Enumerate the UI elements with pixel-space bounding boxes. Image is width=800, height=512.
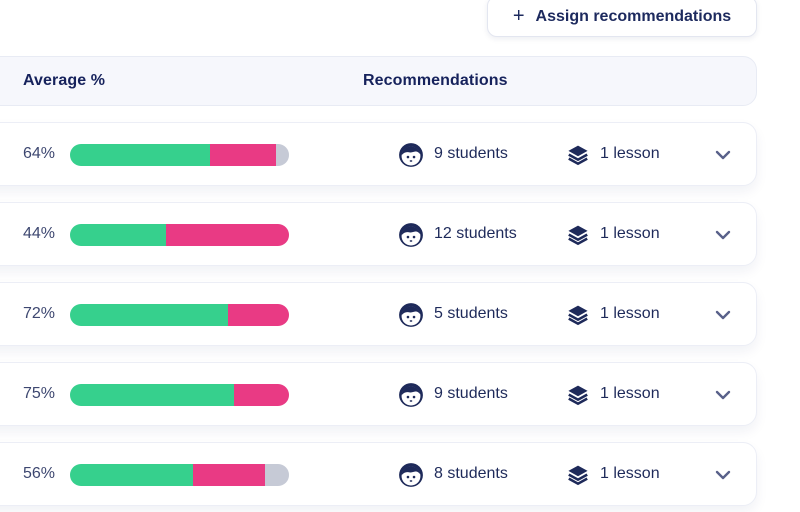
- student-face-icon: [398, 462, 424, 488]
- table-row[interactable]: 75% 9 students 1 lesson: [0, 362, 757, 426]
- correct-segment: [70, 384, 235, 406]
- chevron-down-icon[interactable]: [713, 305, 733, 325]
- table-row[interactable]: 44% 12 students 1 lesson: [0, 202, 757, 266]
- student-face-icon: [398, 382, 424, 408]
- unanswered-segment: [264, 464, 289, 486]
- lessons-count: 1 lesson: [600, 305, 660, 322]
- table-row[interactable]: 72% 5 students 1 lesson: [0, 282, 757, 346]
- lessons-count: 1 lesson: [600, 225, 660, 242]
- lessons-layers-icon: [566, 383, 590, 407]
- chevron-down-icon[interactable]: [713, 385, 733, 405]
- average-percentage: 64%: [23, 145, 56, 162]
- incorrect-segment: [192, 464, 265, 486]
- lessons-layers-icon: [566, 463, 590, 487]
- lessons-layers-icon: [566, 303, 590, 327]
- score-progress-bar: [70, 304, 289, 326]
- score-progress-bar: [70, 144, 289, 166]
- plus-icon: +: [512, 4, 525, 27]
- correct-segment: [70, 144, 211, 166]
- students-count: 8 students: [434, 465, 508, 482]
- chevron-down-icon[interactable]: [713, 225, 733, 245]
- average-percentage: 44%: [23, 225, 56, 242]
- average-percentage: 72%: [23, 305, 56, 322]
- students-count: 9 students: [434, 145, 508, 162]
- table-header: Average % Recommendations: [0, 56, 757, 106]
- students-count: 5 students: [434, 305, 508, 322]
- chevron-down-icon[interactable]: [713, 145, 733, 165]
- incorrect-segment: [210, 144, 276, 166]
- unanswered-segment: [275, 144, 289, 166]
- score-progress-bar: [70, 464, 289, 486]
- lessons-count: 1 lesson: [600, 145, 660, 162]
- lessons-layers-icon: [566, 223, 590, 247]
- student-face-icon: [398, 222, 424, 248]
- correct-segment: [70, 224, 167, 246]
- lessons-count: 1 lesson: [600, 465, 660, 482]
- student-face-icon: [398, 142, 424, 168]
- incorrect-segment: [234, 384, 289, 406]
- lessons-layers-icon: [566, 143, 590, 167]
- chevron-down-icon[interactable]: [713, 465, 733, 485]
- average-percentage: 56%: [23, 465, 56, 482]
- assign-recommendations-label: Assign recommendations: [535, 7, 732, 25]
- correct-segment: [70, 304, 228, 326]
- column-header-recommendations: Recommendations: [363, 72, 508, 89]
- score-progress-bar: [70, 384, 289, 406]
- column-header-average: Average %: [23, 72, 106, 89]
- students-count: 9 students: [434, 385, 508, 402]
- incorrect-segment: [227, 304, 289, 326]
- incorrect-segment: [166, 224, 289, 246]
- assign-recommendations-button[interactable]: + Assign recommendations: [487, 0, 757, 37]
- correct-segment: [70, 464, 193, 486]
- student-face-icon: [398, 302, 424, 328]
- table-row[interactable]: 64% 9 students 1 lesson: [0, 122, 757, 186]
- table-row[interactable]: 56% 8 students 1 lesson: [0, 442, 757, 506]
- students-count: 12 students: [434, 225, 517, 242]
- average-percentage: 75%: [23, 385, 56, 402]
- lessons-count: 1 lesson: [600, 385, 660, 402]
- score-progress-bar: [70, 224, 289, 246]
